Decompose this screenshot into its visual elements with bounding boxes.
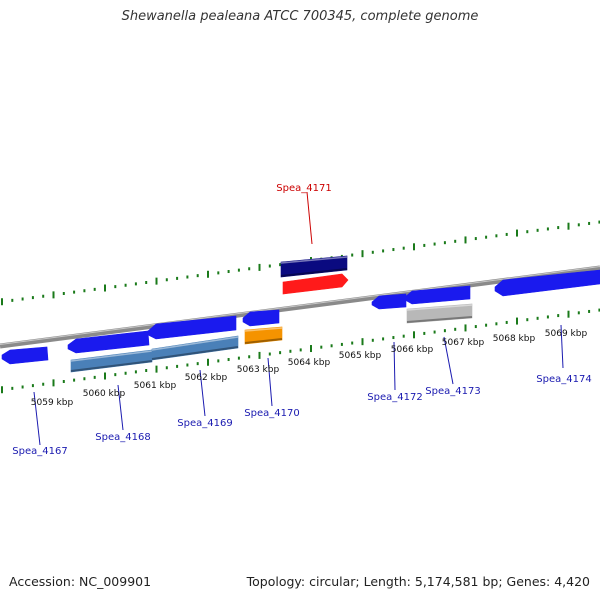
gene-shade — [280, 268, 348, 277]
gene-spea_4167[interactable] — [1, 346, 49, 365]
accession-text: Accession: NC_009901 — [9, 574, 152, 589]
kbp-labels: 5059 kbp 5060 kbp 5061 kbp 5062 kbp 5063 kbp… — [31, 329, 588, 408]
gene-spea_4174[interactable] — [494, 269, 600, 297]
gene-label-spea_4172[interactable]: Spea_4172 — [367, 392, 422, 403]
tick-track-top — [1, 220, 600, 306]
gene-label-spea_4170[interactable]: Spea_4170 — [244, 408, 299, 419]
backbone — [0, 265, 600, 349]
gene-spea_4170-b[interactable] — [244, 326, 283, 345]
label-leaders — [33, 191, 564, 446]
kbp-label: 5059 kbp — [31, 398, 74, 408]
gene-features — [1, 255, 600, 373]
kbp-label: 5066 kbp — [391, 345, 434, 355]
genome-summary: Topology: circular; Length: 5,174,581 bp… — [246, 574, 590, 589]
gene-shade — [244, 338, 283, 344]
gene-highlight — [244, 327, 283, 332]
tick-track-bottom — [1, 308, 600, 394]
leader-spea_4173 — [443, 336, 454, 385]
leader-spea_4169 — [199, 369, 206, 417]
gene-label-spea_4174[interactable]: Spea_4174 — [536, 374, 591, 385]
gene-label-spea_4167[interactable]: Spea_4167 — [12, 446, 67, 457]
gene-spea_4169[interactable] — [147, 315, 237, 340]
gene-label-spea_4173[interactable]: Spea_4173 — [425, 386, 480, 397]
kbp-label: 5069 kbp — [545, 329, 588, 339]
gene-highlight — [280, 256, 348, 264]
kbp-label: 5060 kbp — [83, 389, 126, 399]
gene-label-spea_4168[interactable]: Spea_4168 — [95, 432, 150, 443]
kbp-label: 5063 kbp — [237, 365, 280, 375]
kbp-label: 5067 kbp — [442, 338, 485, 348]
gene-spea_4172[interactable] — [371, 293, 407, 310]
leader-spea_4174 — [560, 324, 564, 369]
kbp-label: 5061 kbp — [134, 381, 177, 391]
gene-highlight — [406, 304, 473, 311]
gene-spea_4173[interactable] — [404, 285, 471, 305]
gene-spea_4171[interactable] — [282, 273, 349, 295]
leader-spea_4171 — [306, 191, 313, 245]
gene-spea_4171-b[interactable] — [280, 255, 348, 278]
kbp-label: 5065 kbp — [339, 351, 382, 361]
leader-spea_4168 — [117, 384, 124, 431]
gene-label-spea_4169[interactable]: Spea_4169 — [177, 418, 232, 429]
leader-spea_4172 — [393, 341, 396, 391]
map-title: Shewanella pealeana ATCC 700345, complet… — [121, 9, 479, 24]
gene-spea_4173-b[interactable] — [406, 303, 473, 324]
gene-shade — [406, 316, 473, 323]
gene-spea_4170[interactable] — [242, 309, 280, 327]
kbp-label: 5062 kbp — [185, 373, 228, 383]
gene-highlight — [70, 350, 153, 362]
gene-shade — [151, 346, 239, 360]
kbp-label: 5068 kbp — [493, 334, 536, 344]
gene-label-spea_4171[interactable]: Spea_4171 — [276, 183, 331, 194]
gene-highlight — [151, 336, 239, 351]
kbp-label: 5064 kbp — [288, 358, 331, 368]
gene-spea_4169-b[interactable] — [151, 335, 239, 361]
leader-spea_4170 — [267, 357, 273, 407]
gene-spea_4168-b[interactable] — [70, 349, 153, 373]
leader-spea_4167 — [33, 391, 41, 446]
gene-spea_4168[interactable] — [67, 330, 150, 354]
gene-labels: Spea_4167 Spea_4168 Spea_4169 Spea_4170 Spea… — [12, 183, 591, 457]
gene-shade — [70, 360, 153, 372]
